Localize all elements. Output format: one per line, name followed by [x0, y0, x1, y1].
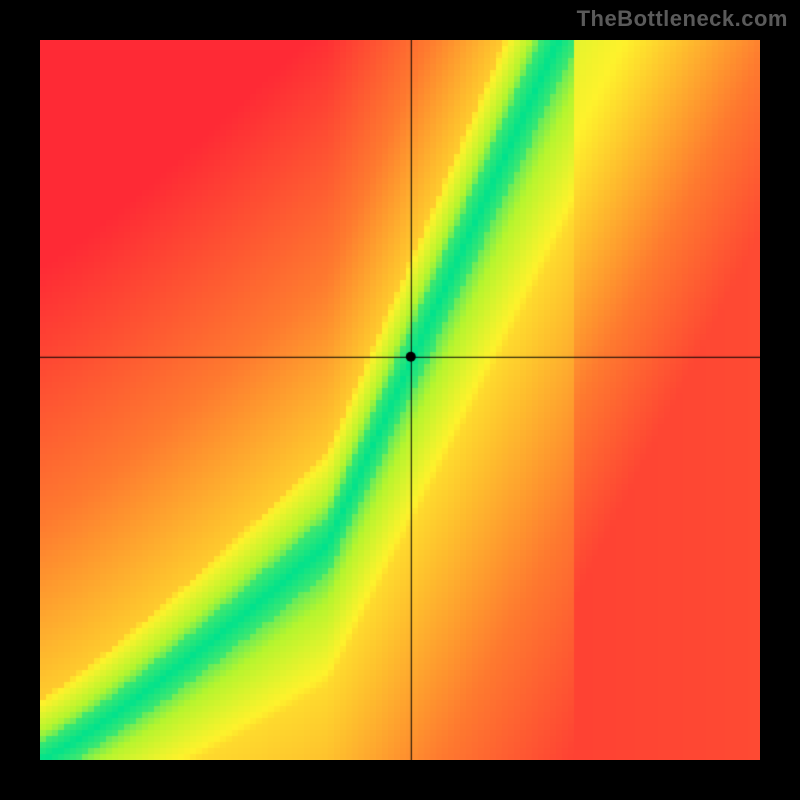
bottleneck-heatmap-chart: [40, 40, 760, 760]
watermark-text: TheBottleneck.com: [577, 6, 788, 32]
